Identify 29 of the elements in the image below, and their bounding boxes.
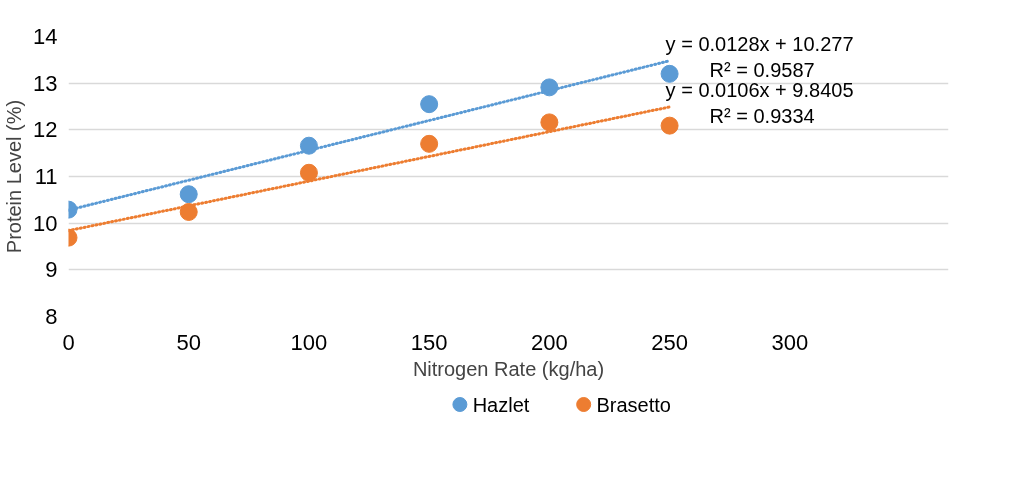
point xyxy=(179,185,198,204)
y-tick-label: 9 xyxy=(45,257,58,283)
x-tick-label: 300 xyxy=(771,329,809,355)
y-tick-label: 14 xyxy=(33,24,58,49)
x-tick-label: 150 xyxy=(410,329,448,355)
point xyxy=(660,116,679,135)
point xyxy=(660,64,679,83)
y-tick-label: 13 xyxy=(33,70,58,96)
legend-label: Hazlet xyxy=(472,393,530,416)
x-axis-title: Nitrogen Rate (kg/ha) xyxy=(412,357,605,380)
y-tick-label: 8 xyxy=(45,304,58,329)
annotation: R² = 0.9334 xyxy=(709,104,815,127)
point xyxy=(420,134,439,153)
legend-label: Brasetto xyxy=(596,393,671,416)
x-tick-label: 250 xyxy=(651,329,688,355)
y-tick-label: 10 xyxy=(33,210,58,236)
annotation: y = 0.0106x + 9.8405 xyxy=(665,78,854,101)
x-tick-label: 200 xyxy=(531,329,568,355)
y-axis-title: Protein Level (%) xyxy=(3,99,26,254)
x-tick-label: 100 xyxy=(290,329,328,355)
point xyxy=(420,95,439,114)
annotation: y = 0.0128x + 10.277 xyxy=(665,32,854,55)
x-tick-label: 0 xyxy=(62,329,75,355)
y-tick-label: 11 xyxy=(34,164,58,189)
point xyxy=(299,163,318,182)
point xyxy=(540,113,559,132)
annotation: R² = 0.9587 xyxy=(709,58,815,81)
x-tick-label: 50 xyxy=(176,329,201,355)
y-tick-label: 12 xyxy=(33,117,58,143)
